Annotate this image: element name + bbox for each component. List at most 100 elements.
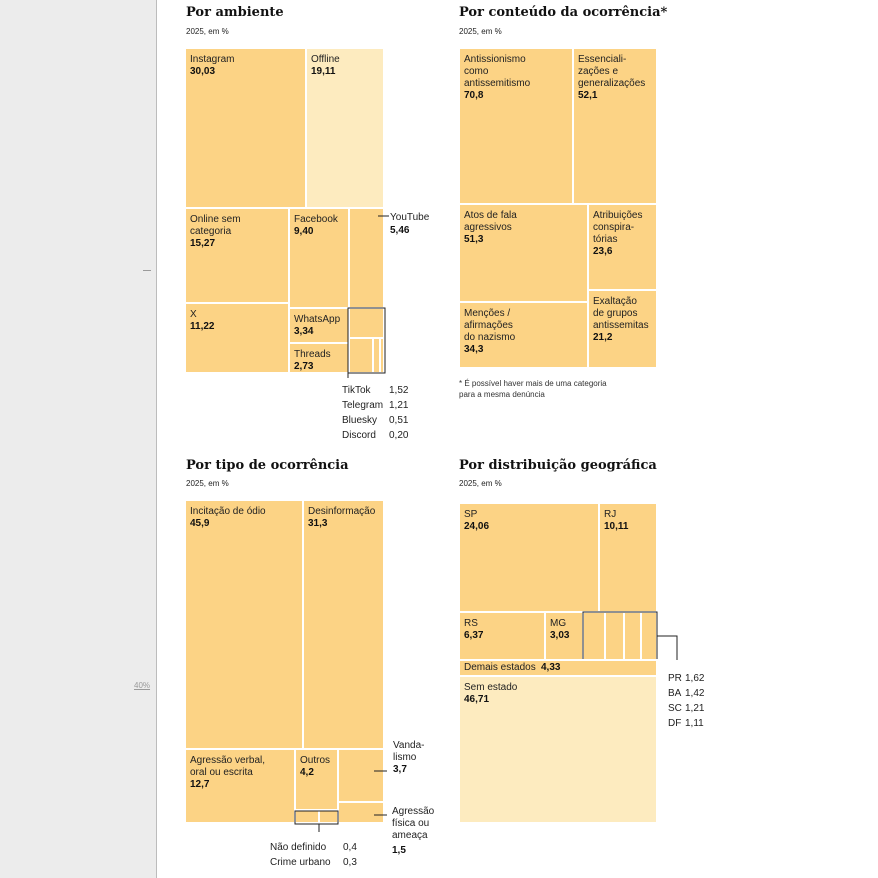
small-network-value: 1,21 [389,400,409,411]
panel-subtitle-ambiente: 2025, em % [186,27,229,36]
x-value: 11,22 [190,321,215,332]
crime-urbano-cell [318,809,339,824]
atribuicoes-cell [587,203,658,291]
small-type-value: 0,4 [343,842,357,853]
exaltacao-cell [587,289,658,369]
rs-label: RS [464,618,478,629]
mg-label: MG [550,618,566,629]
essencializacoes-label: generalizações [578,78,645,89]
small-type-label: Crime urbano [270,857,331,868]
sidebar-tick [143,270,151,271]
telegram-cell [348,337,374,374]
small-network-label: Bluesky [342,415,377,426]
exaltacao-label: antissemitas [593,320,649,331]
small-state-value: 1,62 [685,673,705,684]
sp-cell [458,502,600,613]
outros-cell [294,748,339,811]
panel-subtitle-geografica: 2025, em % [459,479,502,488]
mencoes-nazismo-label: afirmações [464,320,513,331]
atos-de-fala-value: 51,3 [464,234,484,245]
whatsapp-label: WhatsApp [294,314,341,325]
vandalismo-label: lismo [393,752,417,763]
small-network-value: 0,20 [389,430,409,441]
small-network-label: TikTok [342,385,372,396]
antissionismo-label: antissemitismo [464,78,531,89]
youtube-cell [348,207,385,309]
small-network-label: Discord [342,430,376,441]
sp-value: 24,06 [464,521,489,532]
agressao-fisica-label: ameaça [392,830,428,841]
atos-de-fala-cell [458,203,589,303]
incitacao-de-odio-value: 45,9 [190,518,210,529]
atribuicoes-label: conspira- [593,222,634,233]
small-type-label: Não definido [270,842,327,853]
essencializacoes-label: zações e [578,66,618,77]
rj-value: 10,11 [604,521,629,532]
small-states-leader [657,635,678,660]
atribuicoes-label: tórias [593,234,617,245]
outros-label: Outros [300,755,330,766]
small-type-value: 0,3 [343,857,357,868]
tiktok-cell [348,307,385,339]
atos-de-fala-label: Atos de fala [464,210,517,221]
mg-cell [544,611,584,661]
small-state-label: DF [668,718,681,729]
incitacao-de-odio-label: Incitação de ódio [190,506,266,517]
demais-estados-value: 4,33 [541,662,561,673]
sc-cell [623,611,642,661]
nao-definido-cell [294,809,320,824]
sem-estado-value: 46,71 [464,694,489,705]
mencoes-nazismo-label: do nazismo [464,332,516,343]
df-cell [640,611,658,661]
essencializacoes-value: 52,1 [578,90,598,101]
agressao-fisica-cell [337,801,385,824]
atribuicoes-label: Atribuições [593,210,642,221]
offline-cell [305,47,385,209]
small-network-value: 0,51 [389,415,409,426]
left-sidebar [0,0,157,878]
threads-value: 2,73 [294,361,314,372]
facebook-label: Facebook [294,214,339,225]
agressao-verbal-cell [184,748,296,824]
small-state-value: 1,21 [685,703,705,714]
atribuicoes-value: 23,6 [593,246,613,257]
antissionismo-label: Antissionismo [464,54,526,65]
exaltacao-label: de grupos [593,308,637,319]
panel-title-tipo: Por tipo de ocorrência [186,458,349,473]
sem-estado-cell [458,675,658,824]
panel-title-conteudo: Por conteúdo da ocorrência* [459,5,668,20]
youtube-value: 5,46 [390,225,410,236]
ba-cell [604,611,625,661]
agressao-fisica-label: física ou [392,818,429,829]
agressao-verbal-label: Agressão verbal, [190,755,265,766]
discord-cell [379,337,385,374]
antissionismo-cell [458,47,574,205]
vandalismo-label: Vanda- [393,740,425,751]
facebook-value: 9,40 [294,226,314,237]
mg-value: 3,03 [550,630,570,641]
sidebar-percent-link[interactable]: 40% [134,681,151,690]
rj-label: RJ [604,509,616,520]
mencoes-nazismo-cell [458,301,589,369]
small-network-label: Telegram [342,400,383,411]
offline-label: Offline [311,54,340,65]
threads-label: Threads [294,349,331,360]
instagram-cell [184,47,307,209]
youtube-label: YouTube [390,212,430,223]
x-label: X [190,309,197,320]
whatsapp-value: 3,34 [294,326,314,337]
atos-de-fala-label: agressivos [464,222,512,233]
facebook-cell [288,207,350,309]
essencializacoes-label: Essenciali- [578,54,626,65]
small-state-value: 1,42 [685,688,705,699]
desinformacao-value: 31,3 [308,518,328,529]
small-network-value: 1,52 [389,385,409,396]
exaltacao-value: 21,2 [593,332,613,343]
footnote: * É possível haver mais de uma categoria… [459,379,607,399]
desinformacao-cell [302,499,385,750]
mencoes-nazismo-value: 34,3 [464,344,484,355]
x-cell [184,302,290,374]
demais-estados-label: Demais estados [464,662,536,673]
online-sem-categoria-value: 15,27 [190,238,215,249]
